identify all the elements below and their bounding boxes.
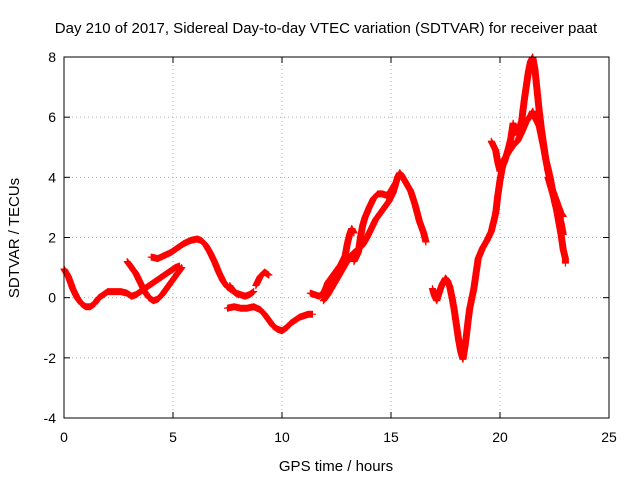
x-tick-label: 5: [169, 429, 177, 445]
x-tick-label: 10: [274, 429, 290, 445]
x-tick-label: 0: [60, 429, 68, 445]
data-point-marks: [350, 179, 399, 266]
y-tick-label: 4: [48, 169, 56, 185]
data-point-marks: [224, 303, 316, 335]
data-point-marks: [123, 258, 186, 305]
x-tick-label: 15: [383, 429, 399, 445]
data-point-marks: [319, 169, 430, 305]
y-tick-label: 2: [48, 230, 56, 246]
y-tick-label: 6: [48, 109, 56, 125]
data-point-marks: [487, 119, 519, 175]
y-tick-label: -2: [44, 350, 57, 366]
y-tick-label: 8: [48, 49, 56, 65]
y-axis-title: SDTVAR / TECUs: [6, 178, 23, 298]
y-tick-label: -4: [44, 410, 57, 426]
y-tick-label: 0: [48, 290, 56, 306]
data-point-marks: [306, 225, 358, 300]
x-tick-label: 25: [601, 429, 617, 445]
data-point-marks: [544, 173, 567, 238]
data-layer: [60, 53, 569, 363]
chart-title: Day 210 of 2017, Sidereal Day-to-day VTE…: [55, 20, 598, 37]
plot-frame: [63, 56, 610, 419]
x-tick-label: 20: [492, 429, 508, 445]
grid-layer: [64, 57, 609, 418]
data-point-marks: [252, 268, 273, 290]
series-sdtvar: [60, 53, 569, 363]
data-point-marks: [226, 282, 242, 299]
x-axis-title: GPS time / hours: [279, 458, 393, 475]
